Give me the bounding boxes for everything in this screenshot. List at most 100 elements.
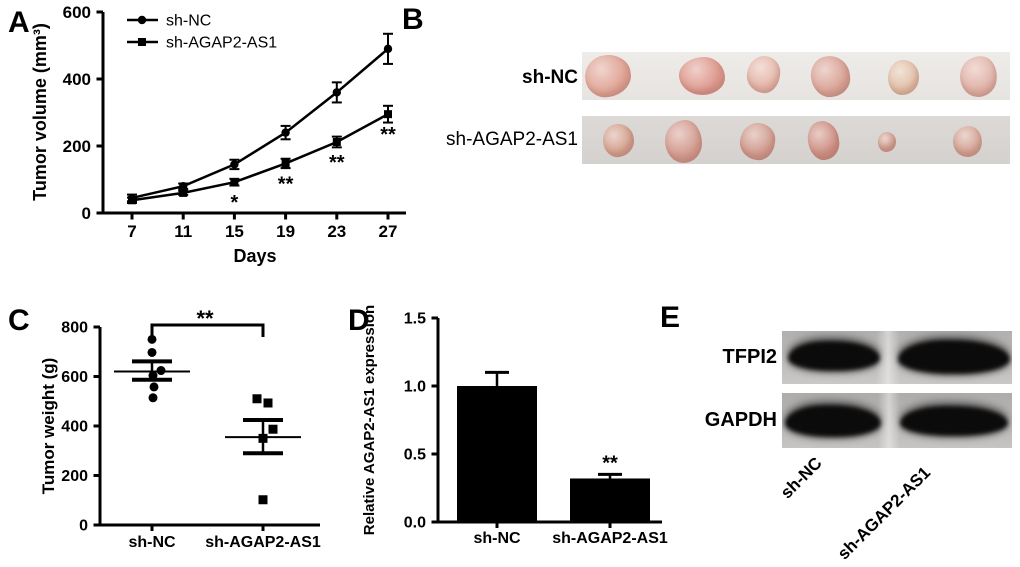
y-axis-title: Relative AGAP2-AS1 expression <box>361 305 378 535</box>
y-tick-label: 0.5 <box>404 447 426 464</box>
panel-b-row-label-sh-nc: sh-NC <box>522 67 578 88</box>
blot-band <box>898 340 1010 374</box>
data-point <box>281 128 290 137</box>
series-line <box>131 113 389 202</box>
panel-e-label: E <box>660 301 681 334</box>
tumor-photo <box>582 52 634 100</box>
significance-marker: * <box>231 192 239 214</box>
tumor-photo <box>744 53 782 95</box>
y-axis-title: Tumor volume (mm³) <box>30 23 50 201</box>
tumor-photo <box>804 118 842 162</box>
legend-label: sh-NC <box>166 13 211 30</box>
blot-band <box>900 406 1008 436</box>
legend-marker <box>138 38 146 46</box>
x-axis-title: Days <box>233 246 276 266</box>
blot-lane-gap <box>878 393 900 448</box>
data-point <box>156 366 166 376</box>
data-point <box>179 182 188 191</box>
group-sh-NC <box>114 334 190 403</box>
panel-c-label: C <box>8 304 30 337</box>
x-category-label: sh-AGAP2-AS1 <box>552 530 668 547</box>
tumor-photo <box>878 132 896 152</box>
x-category-label: sh-AGAP2-AS1 <box>205 534 321 551</box>
x-category-label: sh-NC <box>473 530 521 547</box>
y-tick-label: 0 <box>82 204 91 223</box>
blot-strip-tfpi2 <box>782 331 1012 384</box>
x-tick-label: 11 <box>174 222 192 241</box>
data-point <box>230 160 239 169</box>
blot-lane-label-sh-agap2-as1: sh-AGAP2-AS1 <box>833 463 935 564</box>
data-point <box>258 495 268 505</box>
x-tick-label: 15 <box>225 222 244 241</box>
y-tick-label: 1.0 <box>404 379 426 396</box>
tumor-photo <box>950 123 984 159</box>
y-tick-label: 600 <box>63 3 91 22</box>
data-point <box>268 424 278 434</box>
series-sh-NC <box>127 32 393 203</box>
data-point <box>281 159 290 168</box>
tumor-weight-scatter-chart: 0 200 400 600 800 Tumor weight (g) sh-NC sh-AGA… <box>39 306 321 551</box>
tumor-volume-line-chart: 0 200 400 600 7 11 15 19 23 27 Tumor volume (mm³) D… <box>30 3 406 266</box>
tumor-photo <box>600 121 636 159</box>
data-point <box>332 137 341 146</box>
group-sh-AGAP2-AS1 <box>225 394 301 505</box>
y-tick-label: 800 <box>61 320 88 337</box>
tumor-photo <box>737 120 777 162</box>
x-tick-label: 7 <box>127 222 136 241</box>
y-tick-label: 1.5 <box>404 311 426 328</box>
significance-marker: ** <box>196 306 214 331</box>
data-point <box>332 88 341 97</box>
data-point <box>147 347 157 357</box>
y-tick-label: 200 <box>63 137 91 156</box>
data-point <box>384 110 392 119</box>
agap2-expression-bar-chart: 0.0 0.5 1.0 1.5 Relative AGAP2-AS1 expressio… <box>361 305 668 547</box>
series-line <box>131 47 389 200</box>
significance-marker: ** <box>278 173 294 195</box>
data-point <box>149 382 159 392</box>
blot-lane-label-sh-nc: sh-NC <box>776 453 826 503</box>
y-tick-label: 400 <box>63 70 91 89</box>
data-point <box>147 334 157 344</box>
tumor-photo <box>807 52 853 100</box>
y-axis-title: Tumor weight (g) <box>39 358 58 495</box>
significance-marker: ** <box>329 152 345 174</box>
tumor-photo <box>664 119 702 163</box>
bar-sh-AGAP2-AS1 <box>570 478 650 522</box>
tumor-photo <box>679 57 725 95</box>
panel-d-label: D <box>348 304 370 337</box>
y-tick-label: 200 <box>61 468 88 485</box>
axes <box>98 327 320 527</box>
data-point <box>263 398 273 408</box>
data-point <box>383 44 393 54</box>
y-tick-label: 0 <box>79 518 88 535</box>
x-category-label: sh-NC <box>128 534 176 551</box>
tumor-photo <box>956 53 1000 99</box>
data-point <box>148 371 158 381</box>
panel-b-label: B <box>402 3 424 36</box>
legend-marker <box>137 15 147 25</box>
series-sh-AGAP2-AS1 <box>127 104 393 205</box>
data-point <box>230 178 239 187</box>
data-point <box>148 393 158 403</box>
bar-sh-NC <box>457 386 537 522</box>
tumor-photo-strip-sh-nc <box>582 52 1010 100</box>
blot-strip-gapdh <box>782 393 1012 448</box>
blot-lane-gap <box>876 331 900 384</box>
y-tick-label: 0.0 <box>404 515 426 532</box>
data-point <box>252 394 262 404</box>
x-tick-label: 23 <box>327 222 346 241</box>
x-tick-label: 19 <box>276 222 295 241</box>
data-point <box>179 188 188 197</box>
blot-row-label-tfpi2: TFPI2 <box>722 346 777 368</box>
tumor-photo <box>887 59 919 95</box>
x-tick-label: 27 <box>379 222 398 241</box>
data-point <box>128 196 136 205</box>
blot-band <box>785 405 881 437</box>
legend-label: sh-AGAP2-AS1 <box>166 35 277 52</box>
y-tick-label: 400 <box>61 419 88 436</box>
data-point <box>258 433 268 443</box>
y-tick-label: 600 <box>61 369 88 386</box>
significance-bracket <box>150 323 265 337</box>
blot-band <box>788 341 880 371</box>
